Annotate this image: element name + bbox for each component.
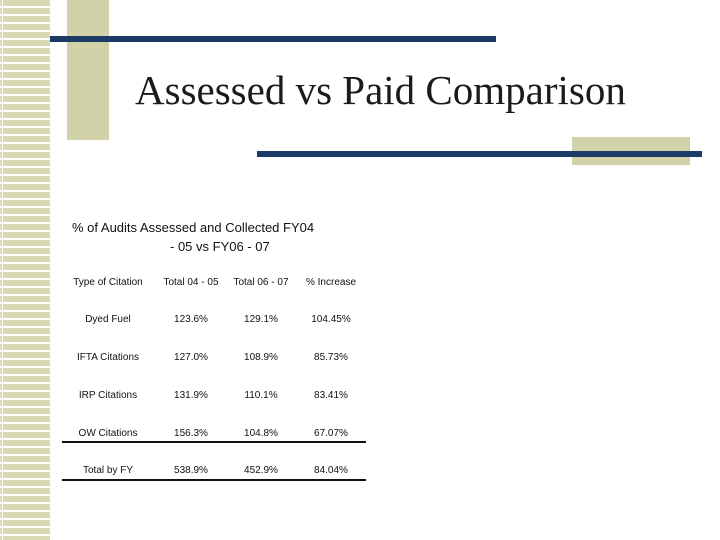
table-rule-bottom (62, 479, 366, 481)
table-cell-increase: 85.73% (314, 352, 348, 363)
table-cell-increase: 83.41% (314, 390, 348, 401)
table-rule-above-total (62, 441, 366, 443)
table-cell-total-06-07: 110.1% (244, 390, 278, 401)
table-cell-total-04-05: 131.9% (174, 390, 208, 401)
column-header-increase: % Increase (305, 277, 357, 288)
table-cell-total-04-05: 123.6% (174, 314, 208, 325)
decorative-navy-bar-right (257, 151, 702, 157)
table-cell-increase: 104.45% (311, 314, 351, 325)
table-cell-total-04-05: 156.3% (174, 428, 208, 439)
table-heading: % of Audits Assessed and Collected FY04 … (72, 218, 372, 256)
table-cell-increase: 84.04% (314, 465, 348, 476)
table-cell-increase: 67.07% (314, 428, 348, 439)
table-cell-type: Dyed Fuel (85, 314, 131, 325)
stripe-divider (2, 0, 3, 540)
table-cell-total-06-07: 452.9% (244, 465, 278, 476)
table-cell-type: IRP Citations (78, 390, 138, 401)
column-header-total-04-05: Total 04 - 05 (163, 277, 219, 288)
column-header-total-06-07: Total 06 - 07 (233, 277, 289, 288)
table-cell-total-04-05: 538.9% (174, 465, 208, 476)
table-cell-total-06-07: 108.9% (244, 352, 278, 363)
table-cell-total-06-07: 129.1% (244, 314, 278, 325)
table-cell-type: IFTA Citations (76, 352, 140, 363)
table-heading-line-2: - 05 vs FY06 - 07 (170, 239, 270, 254)
decorative-khaki-block-top (67, 0, 109, 140)
table-cell-total-04-05: 127.0% (174, 352, 208, 363)
column-header-type: Type of Citation (73, 277, 143, 288)
slide-title: Assessed vs Paid Comparison (135, 67, 626, 113)
table-heading-line-1: % of Audits Assessed and Collected FY04 (72, 220, 315, 235)
table-cell-type: OW Citations (78, 428, 138, 439)
table-cell-total-06-07: 104.8% (244, 428, 278, 439)
decorative-navy-bar-top (50, 36, 496, 42)
table-cell-type: Total by FY (82, 465, 134, 476)
left-stripe-pattern (0, 0, 50, 540)
